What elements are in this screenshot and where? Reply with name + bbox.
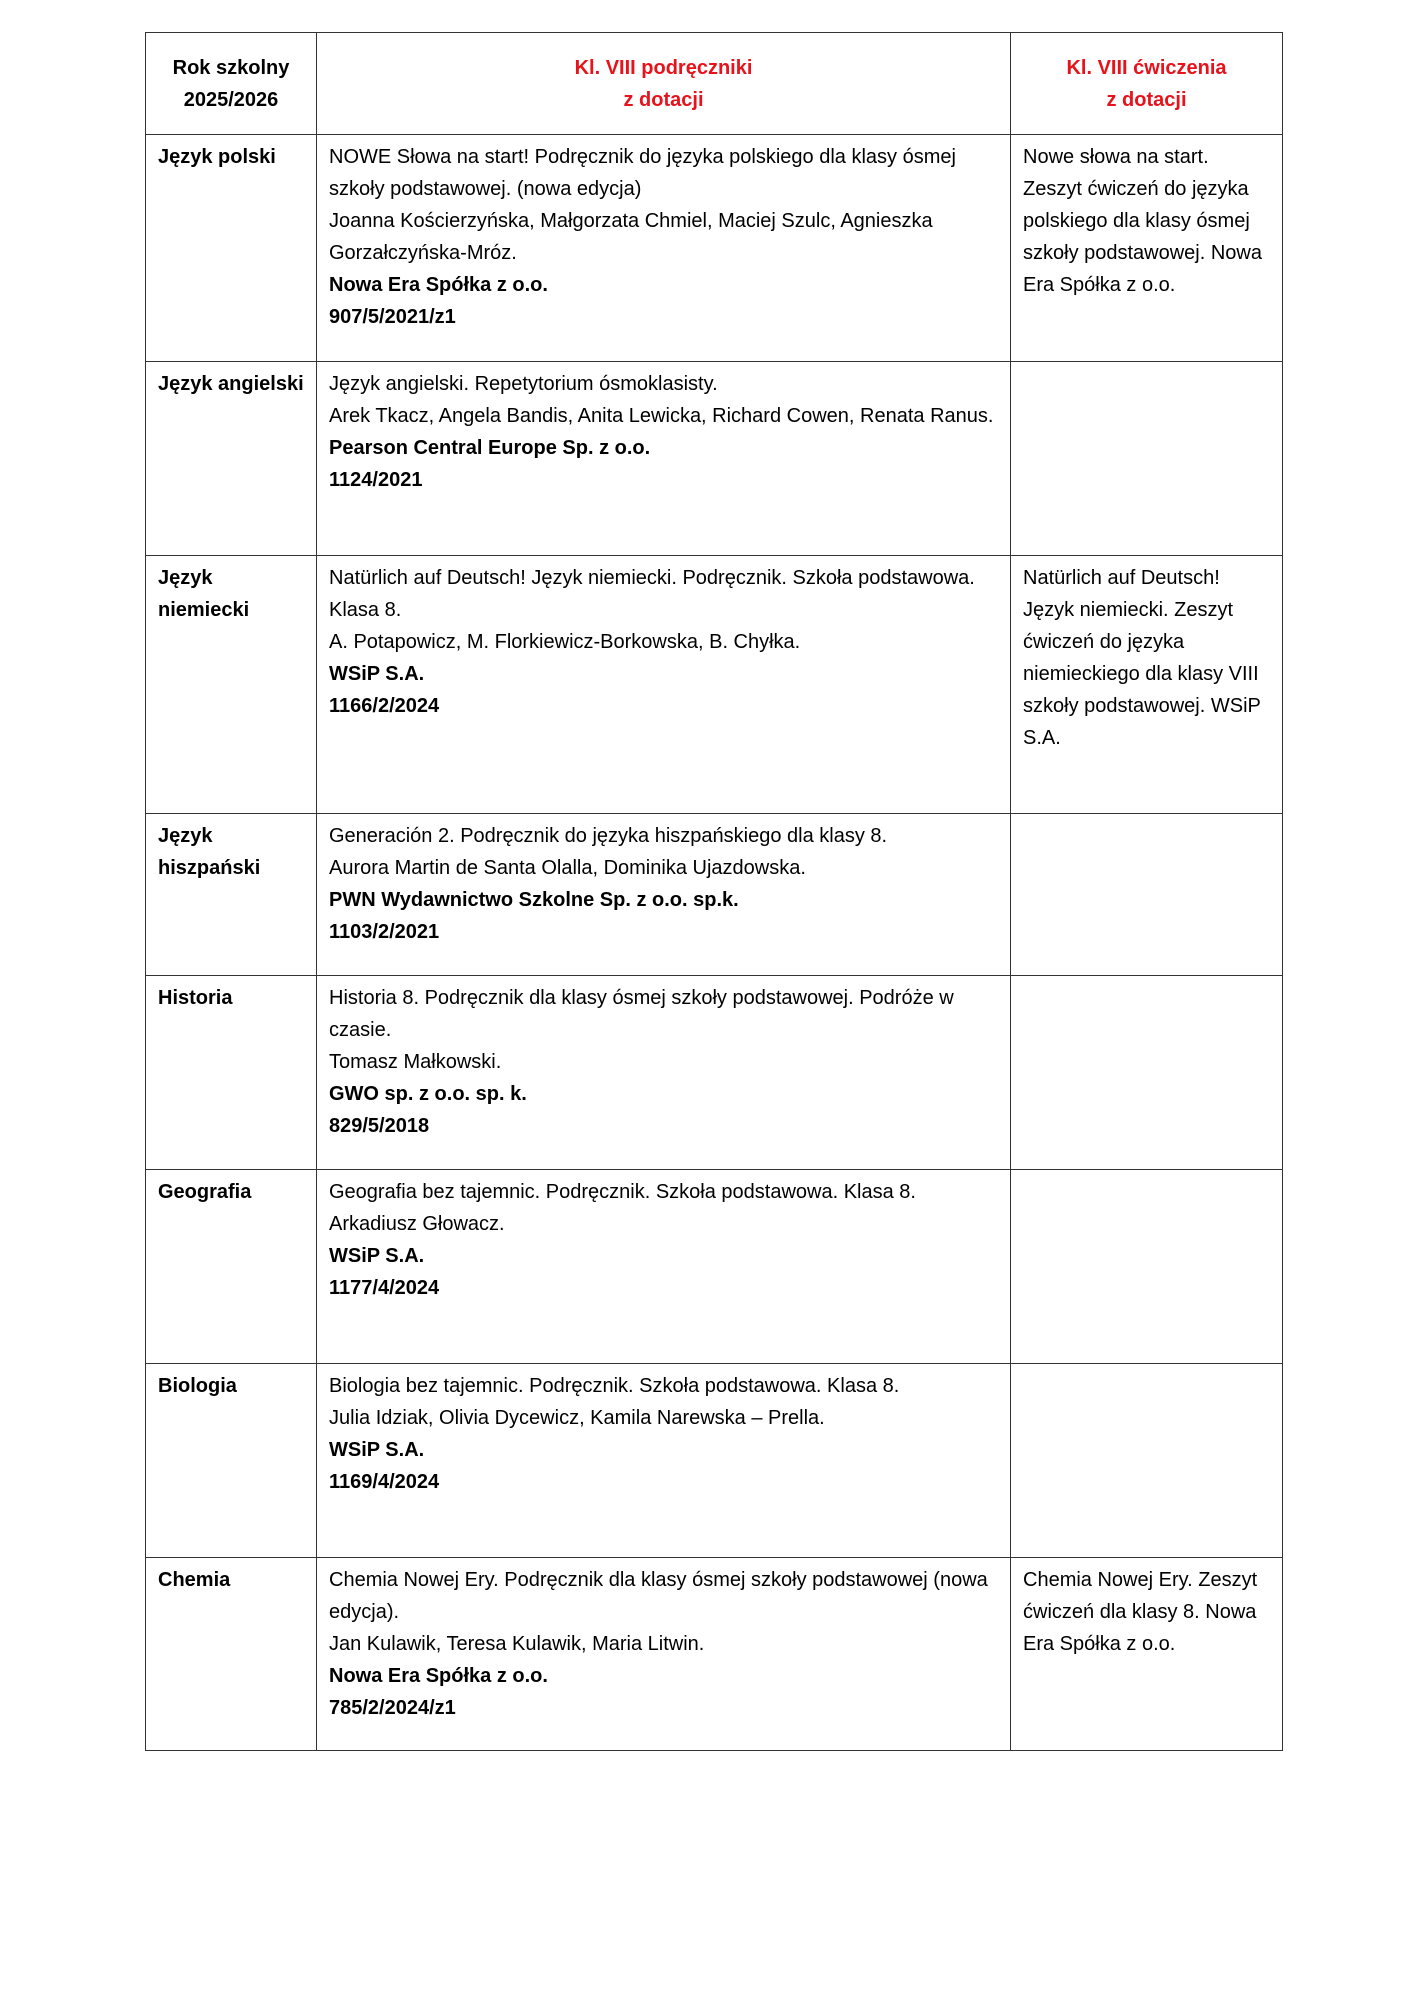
- textbook-cell: Geografia bez tajemnic. Podręcznik. Szko…: [316, 1169, 1011, 1364]
- subject-cell: Chemia: [145, 1557, 317, 1751]
- header-text: 2025/2026: [183, 88, 279, 111]
- textbook-text: Tomasz Małkowski.: [329, 1051, 502, 1073]
- table-row: Geografia Geografia bez tajemnic. Podręcz…: [145, 1169, 1283, 1364]
- subject-cell: Biologia: [145, 1363, 317, 1558]
- textbook-text: Aurora Martin de Santa Olalla, Dominika …: [329, 857, 806, 879]
- approval-number: 1177/4/2024: [329, 1277, 440, 1299]
- table-row: Język niemiecki Natürlich auf Deutsch! Ję…: [145, 555, 1283, 814]
- table-row: Język hiszpański Generación 2. Podręcznik…: [145, 813, 1283, 976]
- approval-number: 1169/4/2024: [329, 1471, 440, 1493]
- textbook-table: Rok szkolny 2025/2026 Kl. VIII podręcznik…: [145, 32, 1283, 1751]
- publisher: PWN Wydawnictwo Szkolne Sp. z o.o. sp.k.: [329, 889, 739, 911]
- textbook-text: Arkadiusz Głowacz.: [329, 1213, 505, 1235]
- table-row: Język polski NOWE Słowa na start! Podręcz…: [145, 134, 1283, 362]
- textbook-cell: Natürlich auf Deutsch! Język niemiecki. …: [316, 555, 1011, 814]
- textbook-cell: Generación 2. Podręcznik do języka hiszp…: [316, 813, 1011, 976]
- header-text: z dotacji: [623, 88, 704, 111]
- textbook-text: A. Potapowicz, M. Florkiewicz-Borkowska,…: [329, 631, 801, 653]
- table-row: Historia Historia 8. Podręcznik dla klasy…: [145, 975, 1283, 1170]
- textbook-text: Geografia bez tajemnic. Podręcznik. Szko…: [329, 1181, 916, 1203]
- textbook-text: Generación 2. Podręcznik do języka hiszp…: [329, 825, 888, 847]
- table-row: Język angielski Język angielski. Repetyto…: [145, 361, 1283, 556]
- exercise-cell: Natürlich auf Deutsch! Język niemiecki. …: [1010, 555, 1283, 814]
- textbook-text: Historia 8. Podręcznik dla klasy ósmej s…: [329, 987, 954, 1041]
- subject-cell: Język hiszpański: [145, 813, 317, 976]
- approval-number: 1103/2/2021: [329, 921, 440, 943]
- textbook-text: Język angielski. Repetytorium ósmoklasis…: [329, 373, 718, 395]
- textbook-text: NOWE Słowa na start! Podręcznik do język…: [329, 146, 956, 200]
- textbook-text: Biologia bez tajemnic. Podręcznik. Szkoł…: [329, 1375, 900, 1397]
- publisher: Pearson Central Europe Sp. z o.o.: [329, 437, 651, 459]
- header-exercises: Kl. VIII ćwiczenia z dotacji: [1010, 32, 1283, 135]
- publisher: Nowa Era Spółka z o.o.: [329, 1665, 548, 1687]
- approval-number: 907/5/2021/z1: [329, 306, 456, 328]
- exercise-cell: [1010, 1169, 1283, 1364]
- approval-number: 1124/2021: [329, 469, 423, 491]
- approval-number: 1166/2/2024: [329, 695, 440, 717]
- textbook-cell: NOWE Słowa na start! Podręcznik do język…: [316, 134, 1011, 362]
- subject-cell: Język angielski: [145, 361, 317, 556]
- exercise-cell: [1010, 361, 1283, 556]
- approval-number: 829/5/2018: [329, 1115, 430, 1137]
- textbook-cell: Chemia Nowej Ery. Podręcznik dla klasy ó…: [316, 1557, 1011, 1751]
- header-text: Rok szkolny: [172, 56, 290, 79]
- subject-cell: Historia: [145, 975, 317, 1170]
- exercise-cell: [1010, 975, 1283, 1170]
- exercise-cell: [1010, 1363, 1283, 1558]
- textbook-text: Jan Kulawik, Teresa Kulawik, Maria Litwi…: [329, 1633, 705, 1655]
- approval-number: 785/2/2024/z1: [329, 1697, 456, 1719]
- header-text: Kl. VIII ćwiczenia: [1066, 56, 1227, 79]
- exercise-cell: [1010, 813, 1283, 976]
- textbook-text: Julia Idziak, Olivia Dycewicz, Kamila Na…: [329, 1407, 825, 1429]
- header-row: Rok szkolny 2025/2026 Kl. VIII podręcznik…: [145, 32, 1283, 135]
- publisher: GWO sp. z o.o. sp. k.: [329, 1083, 527, 1105]
- header-text: z dotacji: [1106, 88, 1187, 111]
- publisher: WSiP S.A.: [329, 1245, 425, 1267]
- exercise-cell: Nowe słowa na start. Zeszyt ćwiczeń do j…: [1010, 134, 1283, 362]
- subject-cell: Język polski: [145, 134, 317, 362]
- subject-cell: Język niemiecki: [145, 555, 317, 814]
- header-school-year: Rok szkolny 2025/2026: [145, 32, 317, 135]
- textbook-cell: Biologia bez tajemnic. Podręcznik. Szkoł…: [316, 1363, 1011, 1558]
- subject-cell: Geografia: [145, 1169, 317, 1364]
- table-row: Biologia Biologia bez tajemnic. Podręczni…: [145, 1363, 1283, 1558]
- exercise-cell: Chemia Nowej Ery. Zeszyt ćwiczeń dla kla…: [1010, 1557, 1283, 1751]
- textbook-cell: Historia 8. Podręcznik dla klasy ósmej s…: [316, 975, 1011, 1170]
- textbook-text: Natürlich auf Deutsch! Język niemiecki. …: [329, 567, 975, 621]
- table-row: Chemia Chemia Nowej Ery. Podręcznik dla k…: [145, 1557, 1283, 1751]
- publisher: WSiP S.A.: [329, 663, 425, 685]
- textbook-cell: Język angielski. Repetytorium ósmoklasis…: [316, 361, 1011, 556]
- header-text: Kl. VIII podręczniki: [574, 56, 753, 79]
- publisher: WSiP S.A.: [329, 1439, 425, 1461]
- header-textbooks: Kl. VIII podręczniki z dotacji: [316, 32, 1011, 135]
- textbook-text: Arek Tkacz, Angela Bandis, Anita Lewicka…: [329, 405, 994, 427]
- publisher: Nowa Era Spółka z o.o.: [329, 274, 548, 296]
- textbook-text: Joanna Kościerzyńska, Małgorzata Chmiel,…: [329, 210, 933, 264]
- textbook-text: Chemia Nowej Ery. Podręcznik dla klasy ó…: [329, 1569, 988, 1623]
